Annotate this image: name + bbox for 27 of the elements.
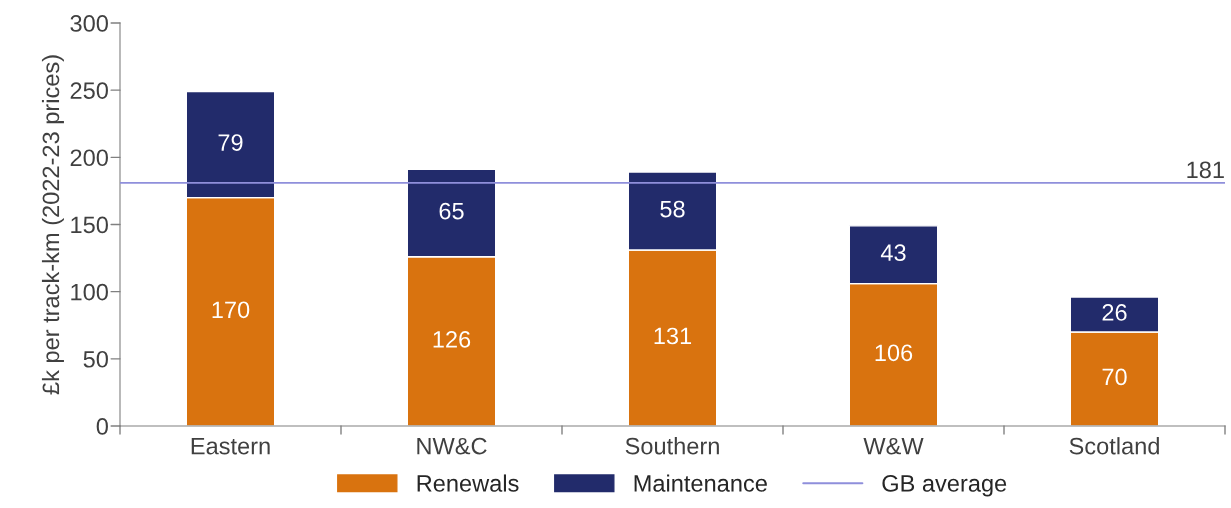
data-label: 126 — [433, 330, 471, 348]
y-tick-label: 300 — [70, 15, 108, 32]
x-tick-label: Scotland — [1069, 437, 1159, 455]
data-label: 70 — [1102, 368, 1127, 386]
y-axis-title: £k per track-km (2022-23 prices) — [41, 55, 64, 395]
legend-label: Renewals — [417, 474, 519, 492]
annotation: 181 — [1187, 161, 1224, 179]
y-tick-label: 250 — [70, 82, 108, 99]
legend-label: Maintenance — [634, 474, 767, 492]
data-label: 58 — [660, 200, 685, 218]
data-label: 43 — [880, 244, 906, 262]
data-label: 65 — [439, 202, 464, 220]
data-label: 106 — [875, 344, 913, 362]
data-label: 131 — [654, 327, 692, 345]
data-label: 79 — [218, 134, 243, 151]
y-tick-label: 100 — [71, 283, 108, 301]
x-tick-label: Southern — [625, 437, 719, 455]
y-tick-label: 0 — [96, 418, 108, 435]
y-tick-label: 200 — [70, 149, 108, 167]
x-tick-label: NW&C — [417, 437, 487, 455]
y-tick-label: 150 — [71, 216, 108, 234]
x-tick-label: W&W — [863, 437, 924, 455]
y-tick-label: 50 — [83, 350, 108, 368]
data-label: 170 — [212, 301, 250, 319]
data-label: 26 — [1102, 304, 1127, 321]
x-tick-label: Eastern — [191, 437, 270, 455]
legend-label: GB average — [882, 475, 1007, 497]
